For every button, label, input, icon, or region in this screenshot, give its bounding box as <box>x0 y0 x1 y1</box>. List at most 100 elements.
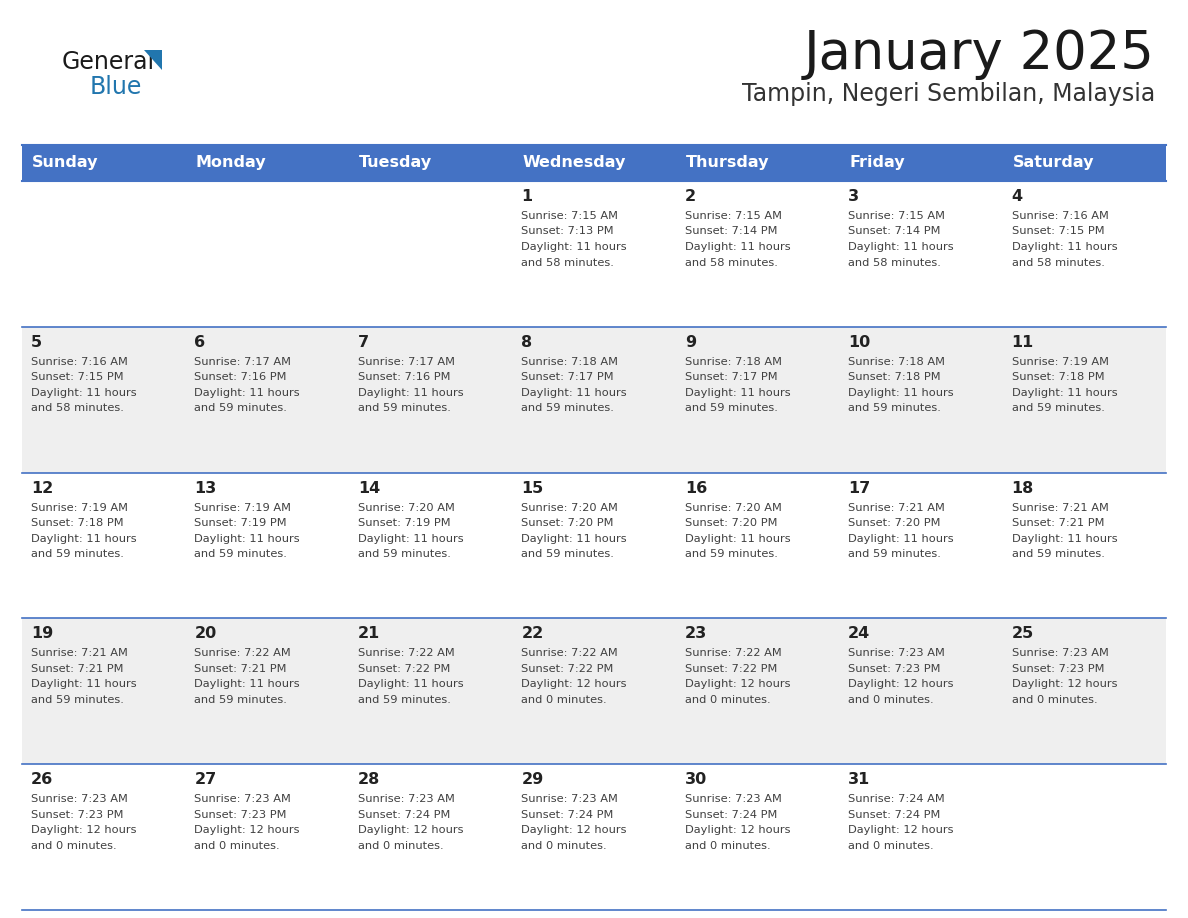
Text: Sunset: 7:24 PM: Sunset: 7:24 PM <box>848 810 941 820</box>
Text: Sunset: 7:15 PM: Sunset: 7:15 PM <box>31 373 124 382</box>
Text: Sunrise: 7:22 AM: Sunrise: 7:22 AM <box>195 648 291 658</box>
Bar <box>676 145 839 181</box>
Text: and 0 minutes.: and 0 minutes. <box>1011 695 1098 705</box>
Text: 6: 6 <box>195 335 206 350</box>
Text: Daylight: 12 hours: Daylight: 12 hours <box>195 825 299 835</box>
Text: 24: 24 <box>848 626 871 642</box>
Text: 2: 2 <box>684 189 696 204</box>
Text: Daylight: 11 hours: Daylight: 11 hours <box>358 533 463 543</box>
Text: Sunset: 7:21 PM: Sunset: 7:21 PM <box>1011 518 1104 528</box>
Text: Daylight: 11 hours: Daylight: 11 hours <box>684 533 790 543</box>
Text: and 0 minutes.: and 0 minutes. <box>684 695 770 705</box>
Text: Sunset: 7:18 PM: Sunset: 7:18 PM <box>848 373 941 382</box>
Text: Daylight: 12 hours: Daylight: 12 hours <box>522 825 627 835</box>
Text: Sunset: 7:22 PM: Sunset: 7:22 PM <box>358 664 450 674</box>
Text: 26: 26 <box>31 772 53 788</box>
Text: Tampin, Negeri Sembilan, Malaysia: Tampin, Negeri Sembilan, Malaysia <box>741 82 1155 106</box>
Text: Sunset: 7:23 PM: Sunset: 7:23 PM <box>31 810 124 820</box>
Text: and 59 minutes.: and 59 minutes. <box>1011 403 1105 413</box>
Text: Daylight: 11 hours: Daylight: 11 hours <box>195 533 301 543</box>
Text: Tuesday: Tuesday <box>359 155 432 171</box>
Bar <box>185 145 349 181</box>
Text: Sunset: 7:14 PM: Sunset: 7:14 PM <box>684 227 777 237</box>
Bar <box>676 473 839 619</box>
Text: Sunset: 7:19 PM: Sunset: 7:19 PM <box>358 518 450 528</box>
Text: and 59 minutes.: and 59 minutes. <box>522 403 614 413</box>
Bar <box>839 764 1003 910</box>
Text: Daylight: 11 hours: Daylight: 11 hours <box>848 533 954 543</box>
Text: Sunrise: 7:22 AM: Sunrise: 7:22 AM <box>358 648 455 658</box>
Text: Sunrise: 7:23 AM: Sunrise: 7:23 AM <box>848 648 944 658</box>
Text: Sunset: 7:24 PM: Sunset: 7:24 PM <box>522 810 614 820</box>
Text: Sunset: 7:15 PM: Sunset: 7:15 PM <box>1011 227 1104 237</box>
Bar <box>512 619 676 764</box>
Text: 21: 21 <box>358 626 380 642</box>
Text: Sunset: 7:18 PM: Sunset: 7:18 PM <box>1011 373 1104 382</box>
Text: Sunrise: 7:19 AM: Sunrise: 7:19 AM <box>31 502 128 512</box>
Text: Sunset: 7:16 PM: Sunset: 7:16 PM <box>358 373 450 382</box>
Text: Sunrise: 7:22 AM: Sunrise: 7:22 AM <box>522 648 618 658</box>
Bar <box>676 764 839 910</box>
Text: Daylight: 11 hours: Daylight: 11 hours <box>1011 242 1117 252</box>
Bar <box>185 327 349 473</box>
Text: Sunrise: 7:22 AM: Sunrise: 7:22 AM <box>684 648 782 658</box>
Text: 8: 8 <box>522 335 532 350</box>
Text: 29: 29 <box>522 772 544 788</box>
Text: Daylight: 11 hours: Daylight: 11 hours <box>522 242 627 252</box>
Text: 7: 7 <box>358 335 369 350</box>
Text: Sunrise: 7:16 AM: Sunrise: 7:16 AM <box>31 357 128 367</box>
Text: 25: 25 <box>1011 626 1034 642</box>
Text: 15: 15 <box>522 481 544 496</box>
Bar <box>185 473 349 619</box>
Text: and 58 minutes.: and 58 minutes. <box>31 403 124 413</box>
Text: Sunrise: 7:19 AM: Sunrise: 7:19 AM <box>195 502 291 512</box>
Text: 23: 23 <box>684 626 707 642</box>
Text: 1: 1 <box>522 189 532 204</box>
Text: 31: 31 <box>848 772 871 788</box>
Text: Daylight: 11 hours: Daylight: 11 hours <box>522 387 627 397</box>
Text: Sunset: 7:22 PM: Sunset: 7:22 PM <box>522 664 614 674</box>
Bar <box>1003 473 1165 619</box>
Text: and 59 minutes.: and 59 minutes. <box>31 695 124 705</box>
Text: 17: 17 <box>848 481 871 496</box>
Bar <box>23 764 185 910</box>
Text: Daylight: 11 hours: Daylight: 11 hours <box>684 242 790 252</box>
Bar <box>839 473 1003 619</box>
Text: Sunrise: 7:24 AM: Sunrise: 7:24 AM <box>848 794 944 804</box>
Bar <box>349 619 512 764</box>
Text: Daylight: 11 hours: Daylight: 11 hours <box>848 387 954 397</box>
Text: Sunrise: 7:23 AM: Sunrise: 7:23 AM <box>358 794 455 804</box>
Text: 22: 22 <box>522 626 544 642</box>
Text: Sunrise: 7:15 AM: Sunrise: 7:15 AM <box>684 211 782 221</box>
Bar <box>185 764 349 910</box>
Bar <box>1003 181 1165 327</box>
Text: and 58 minutes.: and 58 minutes. <box>684 258 778 267</box>
Bar <box>512 145 676 181</box>
Text: 19: 19 <box>31 626 53 642</box>
Text: 3: 3 <box>848 189 859 204</box>
Text: and 59 minutes.: and 59 minutes. <box>684 403 778 413</box>
Bar <box>676 327 839 473</box>
Text: 28: 28 <box>358 772 380 788</box>
Text: Sunset: 7:23 PM: Sunset: 7:23 PM <box>848 664 941 674</box>
Text: Sunset: 7:21 PM: Sunset: 7:21 PM <box>195 664 287 674</box>
Text: 4: 4 <box>1011 189 1023 204</box>
Text: Sunset: 7:24 PM: Sunset: 7:24 PM <box>684 810 777 820</box>
Text: and 59 minutes.: and 59 minutes. <box>522 549 614 559</box>
Text: Sunset: 7:20 PM: Sunset: 7:20 PM <box>684 518 777 528</box>
Text: Sunset: 7:18 PM: Sunset: 7:18 PM <box>31 518 124 528</box>
Text: Sunrise: 7:18 AM: Sunrise: 7:18 AM <box>522 357 618 367</box>
Text: and 0 minutes.: and 0 minutes. <box>848 695 934 705</box>
Bar <box>23 473 185 619</box>
Text: 12: 12 <box>31 481 53 496</box>
Text: Daylight: 11 hours: Daylight: 11 hours <box>31 533 137 543</box>
Text: Daylight: 11 hours: Daylight: 11 hours <box>1011 533 1117 543</box>
Text: and 59 minutes.: and 59 minutes. <box>1011 549 1105 559</box>
Text: Sunset: 7:21 PM: Sunset: 7:21 PM <box>31 664 124 674</box>
Text: Sunrise: 7:18 AM: Sunrise: 7:18 AM <box>684 357 782 367</box>
Text: Daylight: 11 hours: Daylight: 11 hours <box>195 387 301 397</box>
Text: Daylight: 12 hours: Daylight: 12 hours <box>358 825 463 835</box>
Text: General: General <box>62 50 156 74</box>
Bar <box>1003 145 1165 181</box>
Bar <box>23 327 185 473</box>
